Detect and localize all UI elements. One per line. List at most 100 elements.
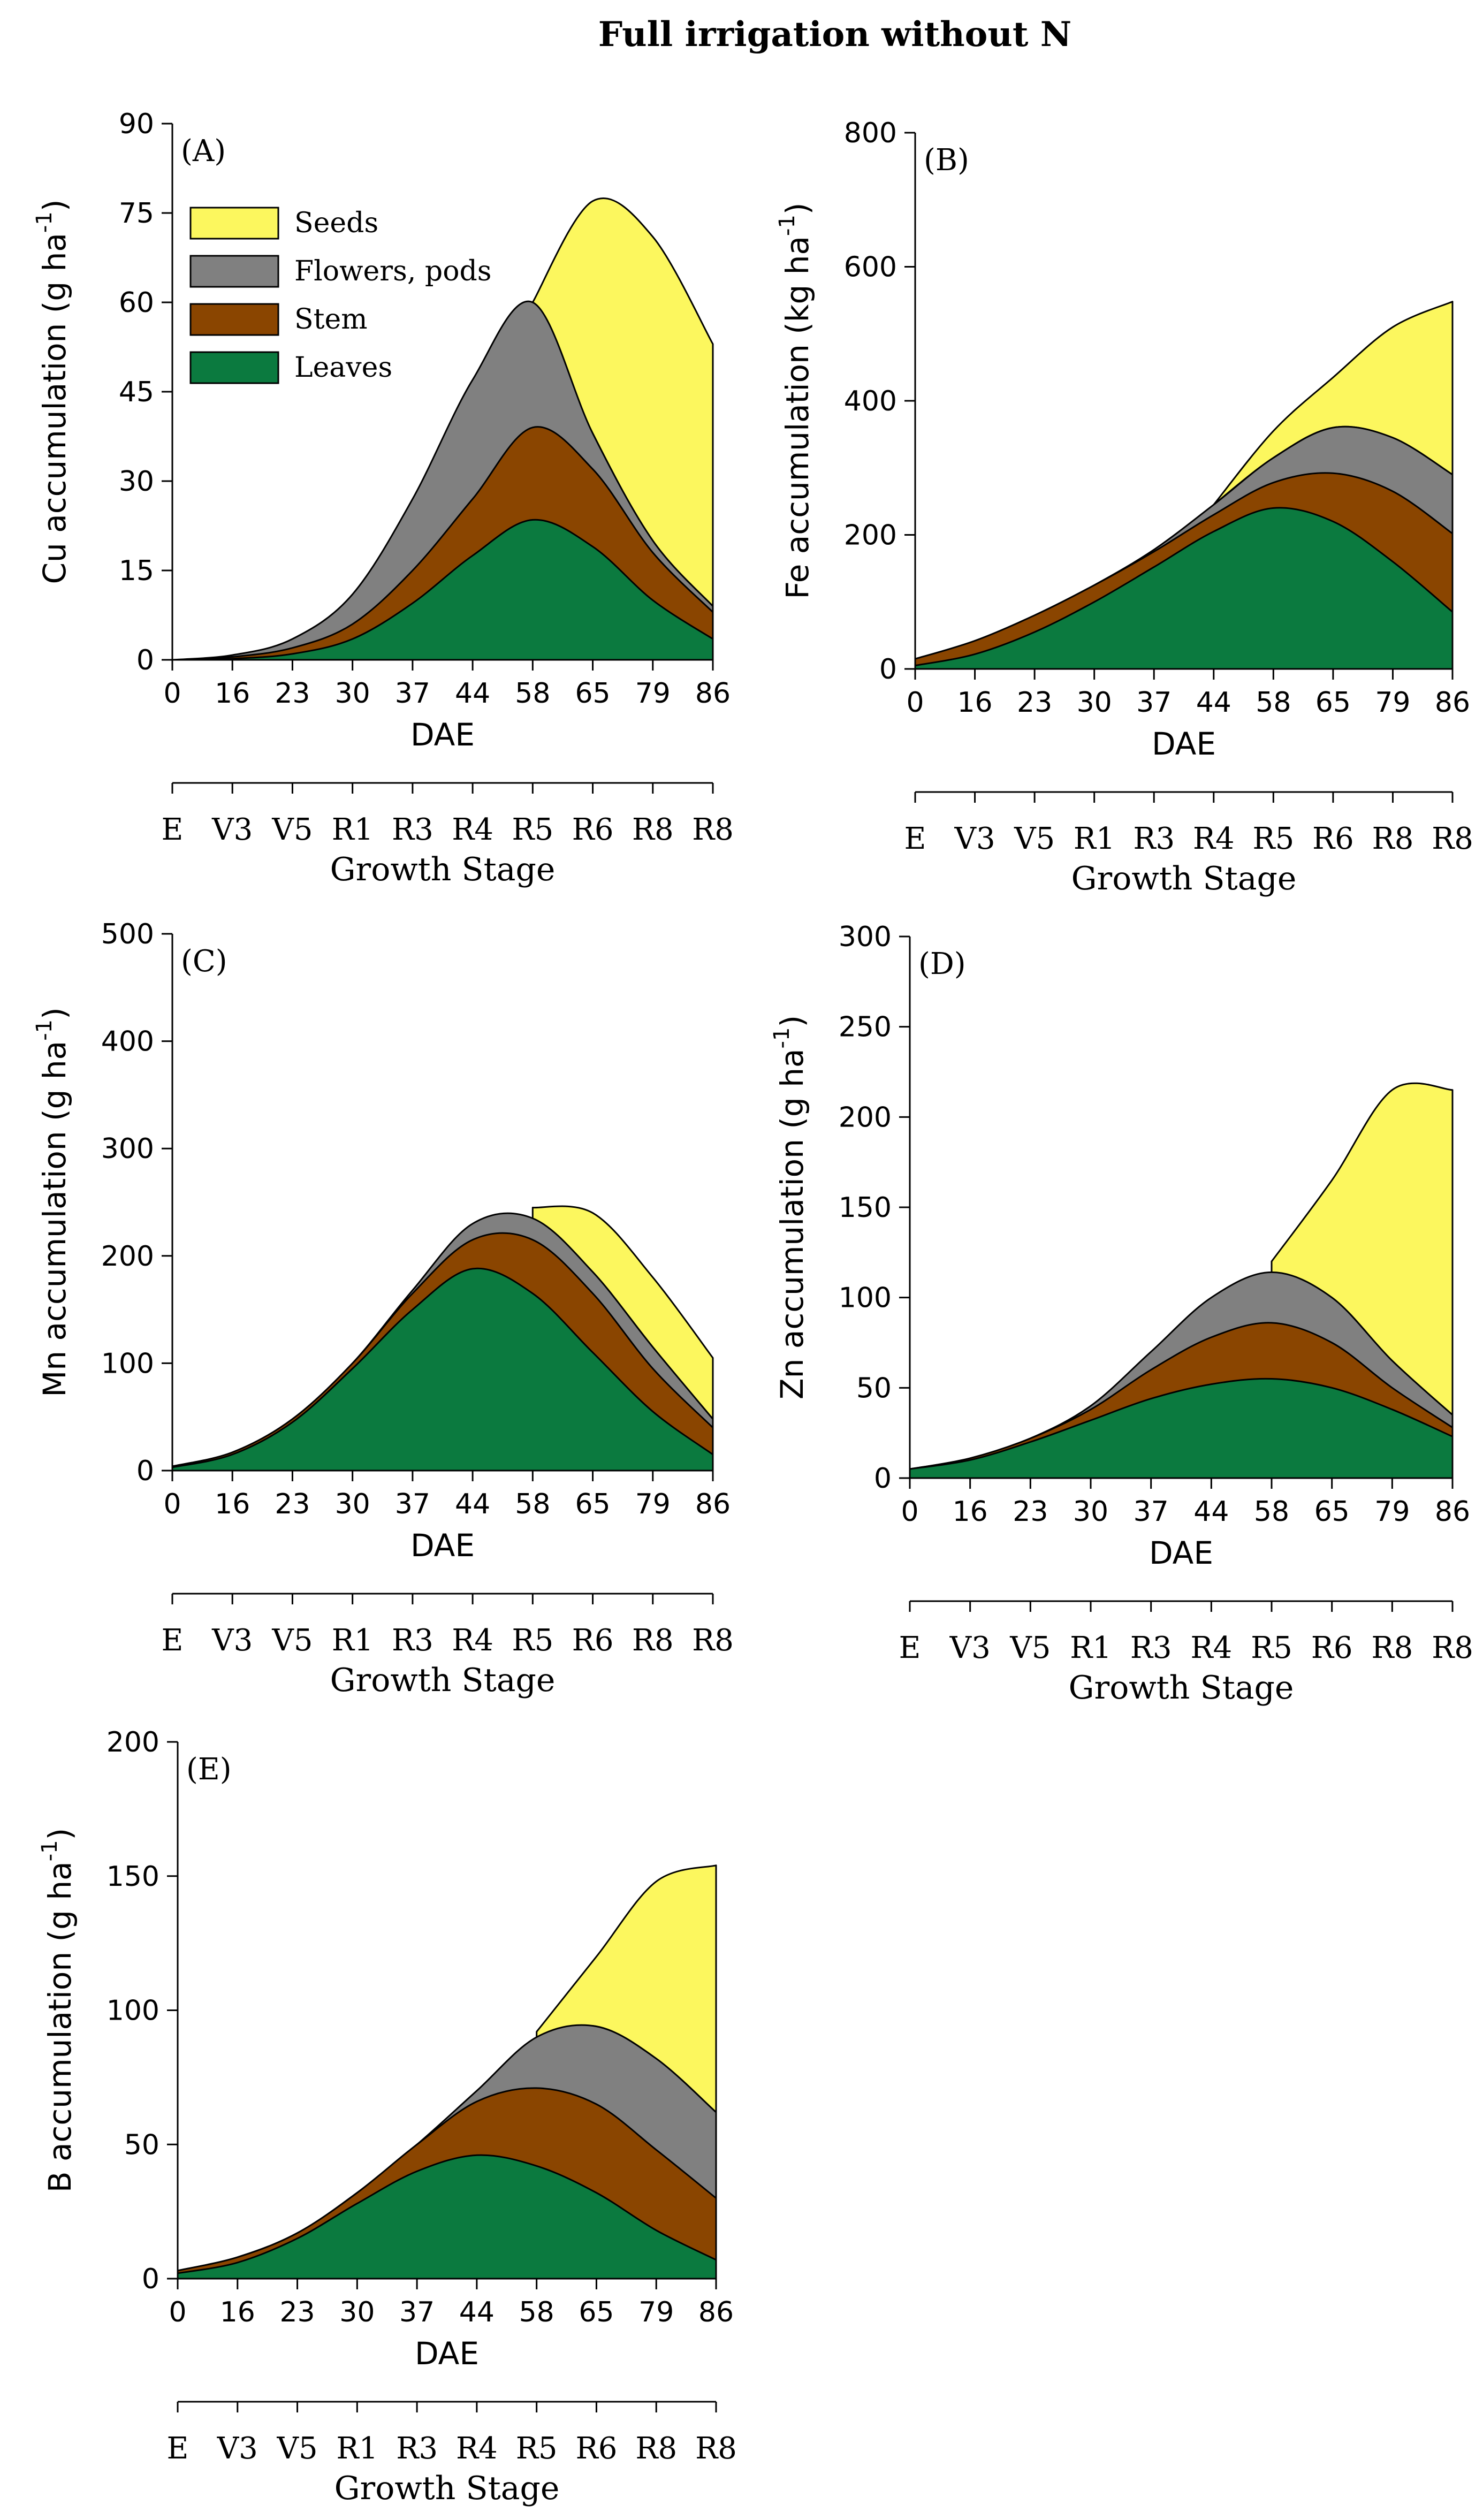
stage-axis-label: Growth Stage: [330, 851, 556, 888]
x-tick-label: 30: [335, 1488, 370, 1520]
legend-label-flowers-pods: Flowers, pods: [294, 255, 491, 287]
x-tick-label: 86: [1435, 1496, 1470, 1528]
panel-label: (B): [924, 143, 969, 178]
stage-tick-label: R3: [392, 812, 434, 847]
legend: Seeds Flowers, pods Stem Leaves: [189, 207, 491, 384]
x-tick-label: 30: [335, 677, 370, 710]
x-tick-label: 79: [635, 1488, 671, 1520]
panel-label: (E): [186, 1752, 232, 1787]
stage-tick-label: V3: [211, 812, 253, 847]
legend-swatch-flowers-pods: [189, 255, 279, 288]
x-tick-label: 65: [579, 2296, 614, 2328]
area-leaves: [914, 507, 1454, 670]
stage-tick-label: V3: [217, 2431, 258, 2466]
y-tick-label: 50: [856, 1372, 892, 1404]
stage-axis-label: Growth Stage: [1069, 1669, 1294, 1707]
stage-tick-label: V5: [1009, 1631, 1051, 1665]
y-tick-label: 50: [124, 2129, 159, 2161]
x-tick-label: 16: [220, 2296, 255, 2328]
stage-tick-label: R8: [635, 2431, 677, 2466]
x-tick-label: 23: [1013, 1496, 1048, 1528]
panel-label: (A): [181, 134, 226, 169]
y-tick-label: 150: [107, 1861, 159, 1893]
x-tick-label: 0: [906, 687, 924, 719]
x-tick-label: 44: [455, 677, 490, 710]
stage-tick-label: V3: [954, 821, 995, 856]
x-tick-label: 79: [1375, 687, 1410, 719]
stage-tick-label: E: [167, 2431, 189, 2466]
x-tick-label: 44: [459, 2296, 495, 2328]
y-axis-label-close: ): [774, 1015, 810, 1027]
x-tick-label: 65: [575, 1488, 610, 1520]
x-tick-label: 37: [395, 677, 430, 710]
y-axis-label-text: B accumulation (g ha: [42, 1861, 78, 2192]
stage-tick-label: R3: [1133, 821, 1175, 856]
stage-tick-label: R5: [1251, 1631, 1292, 1665]
stage-tick-label: R5: [1252, 821, 1294, 856]
chart-panel-fe: 0 200 400 600 800 0 16 23 30 37 44 58 65 79 86 DAE E V3 V5…: [775, 117, 1473, 897]
stage-tick-label: R4: [1190, 1631, 1232, 1665]
y-axis-label: B accumulation (g ha-1): [37, 1828, 78, 2192]
y-tick-label: 45: [119, 376, 154, 408]
x-tick-label: 58: [515, 677, 550, 710]
stage-tick-label: R8: [695, 2431, 737, 2466]
stage-tick-label: V5: [1014, 821, 1055, 856]
stage-tick-label: R5: [512, 1623, 553, 1658]
y-axis-label-text: Fe accumulation (kg ha: [779, 236, 816, 599]
y-axis-label-sup: -1: [32, 1019, 57, 1041]
stage-tick-label: R8: [632, 1623, 674, 1658]
x-tick-label: 58: [1254, 1496, 1289, 1528]
chart-panel-cu: 0 15 30 45 60 75 90 0 16 23 30 37 44 58 65 79 86 DAE E V3 V5…: [32, 108, 734, 888]
y-axis-label-close: ): [36, 1007, 73, 1019]
area-leaves: [171, 519, 714, 661]
x-tick-label: 16: [215, 677, 250, 710]
x-tick-label: 30: [339, 2296, 375, 2328]
stage-tick-label: R8: [692, 1623, 734, 1658]
y-tick-label: 0: [136, 644, 154, 676]
stage-tick-label: R3: [392, 1623, 434, 1658]
x-axis-label: DAE: [410, 1527, 475, 1564]
stage-tick-label: R1: [1074, 821, 1115, 856]
stage-axis-label: Growth Stage: [330, 1662, 556, 1699]
stage-tick-label: V3: [949, 1631, 991, 1665]
x-tick-label: 79: [635, 677, 671, 710]
x-tick-label: 58: [519, 2296, 554, 2328]
y-axis-label-close: ): [36, 200, 73, 212]
stage-tick-label: R4: [1193, 821, 1235, 856]
stage-tick-label: R3: [396, 2431, 438, 2466]
x-tick-label: 0: [163, 677, 181, 710]
x-tick-label: 37: [395, 1488, 430, 1520]
legend-swatch-stem: [189, 303, 279, 336]
x-tick-label: 16: [215, 1488, 250, 1520]
panel-label: (C): [181, 944, 227, 979]
y-tick-label: 0: [879, 653, 897, 686]
x-tick-label: 23: [279, 2296, 315, 2328]
stage-tick-label: V5: [271, 1623, 313, 1658]
x-tick-label: 44: [1193, 1496, 1229, 1528]
y-tick-label: 400: [101, 1026, 154, 1058]
x-tick-label: 30: [1073, 1496, 1108, 1528]
x-tick-label: 37: [399, 2296, 435, 2328]
stage-tick-label: R4: [456, 2431, 498, 2466]
y-axis-label-sup: -1: [775, 215, 800, 236]
stage-tick-label: R5: [516, 2431, 558, 2466]
y-axis-label: Cu accumulation (g ha-1): [32, 200, 73, 584]
x-tick-label: 0: [169, 2296, 186, 2328]
chart-panel-b: 0 50 100 150 200 0 16 23 30 37 44 58 65 79 86 DAE E V3 V5 R…: [37, 1726, 737, 2507]
x-tick-label: 30: [1077, 687, 1112, 719]
y-tick-label: 0: [142, 2263, 159, 2295]
y-tick-label: 15: [119, 555, 154, 587]
y-axis-label-close: ): [779, 202, 816, 215]
x-tick-label: 23: [275, 677, 310, 710]
x-tick-label: 37: [1134, 1496, 1169, 1528]
area-leaves: [909, 1377, 1454, 1479]
x-axis-label: DAE: [415, 2335, 479, 2372]
x-tick-label: 86: [695, 677, 731, 710]
stage-tick-label: R1: [332, 1623, 374, 1658]
stage-tick-label: R8: [1371, 1631, 1413, 1665]
legend-label-stem: Stem: [294, 303, 368, 336]
y-axis-label-sup: -1: [37, 1840, 62, 1861]
stage-tick-label: R8: [1432, 821, 1473, 856]
y-tick-label: 100: [107, 1995, 159, 2027]
stage-tick-label: R4: [452, 812, 493, 847]
